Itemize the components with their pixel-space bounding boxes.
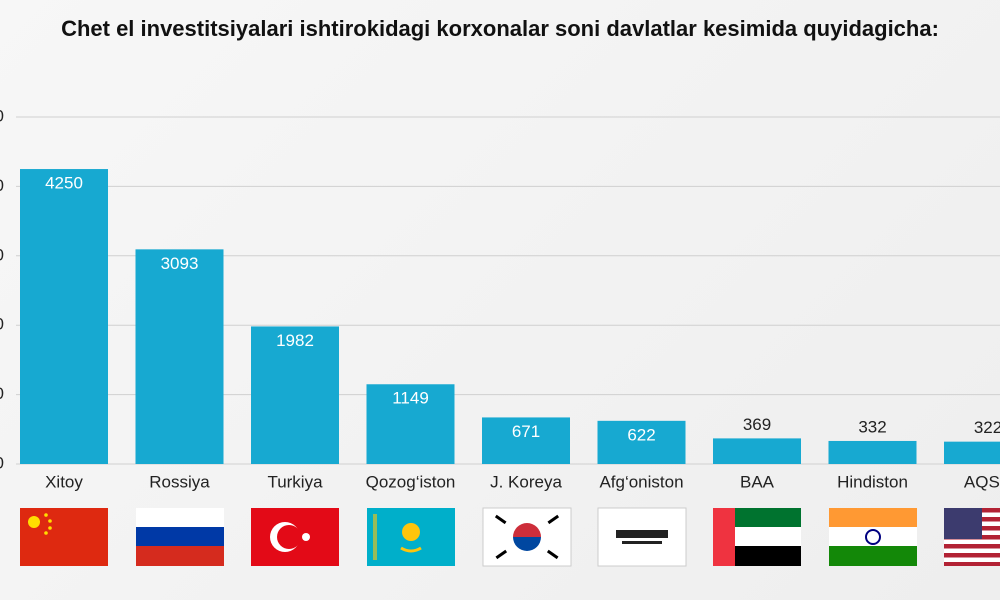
value-label: 1982 (276, 331, 314, 350)
x-tick-label: Hindiston (837, 472, 908, 491)
x-tick-label: Afg‘oniston (599, 472, 683, 491)
flags (20, 507, 1000, 567)
flag-russia (136, 508, 224, 566)
bar (135, 249, 224, 464)
value-label: 1149 (392, 389, 429, 408)
x-tick-label: Turkiya (267, 472, 323, 491)
flag-india (829, 508, 917, 566)
y-tick-label: 4000 (0, 176, 4, 195)
flag-china (20, 508, 108, 566)
flag-kazakhstan (367, 508, 455, 566)
y-tick-label: 5000 (0, 106, 4, 125)
flag-uae (713, 508, 801, 566)
bar (366, 384, 455, 464)
bar (482, 417, 570, 464)
x-tick-label: Xitoy (45, 472, 83, 491)
value-label: 332 (858, 417, 886, 436)
flag-turkey (251, 508, 339, 566)
x-tick-label: BAA (740, 472, 775, 491)
y-tick-label: 2000 (0, 315, 4, 334)
x-tick-label: Rossiya (149, 472, 210, 491)
x-tick-label: Qozog‘iston (366, 472, 456, 491)
y-tick-label: 1000 (0, 384, 4, 403)
y-tick-label: 0 (0, 453, 4, 472)
value-label: 322 (974, 418, 1000, 437)
value-label: 671 (512, 422, 540, 441)
chart-title: Chet el investitsiyalari ishtirokidagi k… (61, 16, 939, 41)
value-label: 4250 (45, 174, 83, 193)
flag-korea (482, 507, 572, 567)
flag-afghanistan (597, 507, 687, 567)
flag-usa (944, 508, 1000, 566)
value-label: 3093 (161, 254, 199, 273)
bar (713, 438, 801, 464)
bar (251, 326, 339, 464)
bar (828, 440, 917, 464)
value-label: 369 (743, 415, 771, 434)
value-label: 622 (627, 425, 655, 444)
y-tick-label: 3000 (0, 245, 4, 264)
x-tick-label: AQSH (964, 472, 1000, 491)
x-tick-label: J. Koreya (490, 472, 562, 491)
bar (597, 420, 686, 464)
bar (944, 441, 1000, 464)
bar (20, 169, 108, 465)
